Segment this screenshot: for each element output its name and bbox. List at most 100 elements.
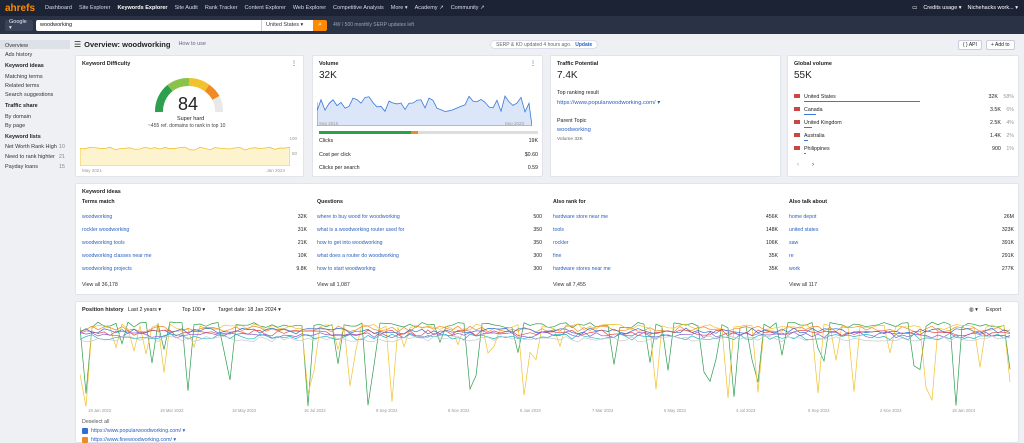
sidebar-item-by-domain[interactable]: By domain: [5, 113, 31, 120]
country-row[interactable]: Canada 3.5K 6%: [794, 107, 1014, 113]
keyword-input[interactable]: woodworking: [36, 19, 261, 31]
nav-item[interactable]: Site Explorer: [78, 5, 111, 11]
ahrefs-logo[interactable]: ahrefs: [5, 2, 36, 14]
prev-icon[interactable]: ‹: [797, 162, 799, 168]
nav-item[interactable]: Academy ↗: [414, 5, 444, 11]
search-engine-select[interactable]: Google ▾: [5, 19, 33, 31]
search-bar: Google ▾ woodworking United States ▾ ⌕ 4…: [0, 16, 1024, 34]
nav-item[interactable]: Dashboard: [45, 5, 72, 11]
top-nav: ahrefs Dashboard Site Explorer Keywords Ex…: [0, 0, 1024, 16]
country-row[interactable]: United States 32K 58%: [794, 94, 1014, 100]
tp-value: 7.4K: [557, 70, 578, 81]
keyword-row[interactable]: woodworking projects 9.8K: [82, 266, 307, 272]
global-volume-card: Global volume 55K United States 32K 58% Ca…: [787, 55, 1019, 177]
country-select[interactable]: United States ▾: [261, 19, 313, 31]
kd-gauge: [155, 78, 223, 113]
view-all-link[interactable]: View all 36,178: [82, 282, 118, 288]
keyword-row[interactable]: home depot 26M: [789, 214, 1014, 220]
keyword-row[interactable]: what is a woodworking router used for 350: [317, 227, 542, 233]
ranking-series-line: [80, 335, 1011, 343]
account-menu[interactable]: Nichehacks work... ▾: [967, 5, 1018, 11]
country-bar: [804, 153, 806, 154]
sidebar-item-matching-terms[interactable]: Matching terms: [5, 73, 43, 80]
volume-date-label: Sep 2023: [504, 121, 524, 126]
export-button[interactable]: Export: [986, 307, 1002, 313]
legend-item[interactable]: https://www.finewoodworking.com/ ▾: [82, 437, 176, 443]
ideas-column-header: Also talk about: [789, 199, 827, 205]
keyword-row[interactable]: woodworking classes near me 10K: [82, 253, 307, 259]
sidebar-item-search-suggestions[interactable]: Search suggestions: [5, 91, 54, 98]
keyword-row[interactable]: re 291K: [789, 253, 1014, 259]
sidebar-item-related-terms[interactable]: Related terms: [5, 82, 40, 89]
api-button[interactable]: { } API: [958, 40, 982, 50]
keyword-row[interactable]: what does a router do woodworking 300: [317, 253, 542, 259]
vol-row-clicks: Clicks 19K: [319, 138, 538, 144]
keyword-row[interactable]: woodworking 32K: [82, 214, 307, 220]
keyword-row[interactable]: how to get into woodworking 350: [317, 240, 542, 246]
sidebar-list-item[interactable]: Payday loans 15: [5, 164, 65, 170]
how-to-use-link[interactable]: How to use: [178, 41, 206, 47]
date-tick: 19 Jan 2022: [88, 408, 112, 413]
parent-topic-volume: Volume 32K: [557, 137, 583, 142]
keyword-row[interactable]: tools 148K: [553, 227, 778, 233]
menu-icon[interactable]: ☰: [74, 39, 82, 49]
monitor-icon[interactable]: ▭: [912, 5, 918, 11]
keyword-row[interactable]: woodworking tools 21K: [82, 240, 307, 246]
keyword-row[interactable]: saw 391K: [789, 240, 1014, 246]
kd-label: Super hard: [177, 116, 205, 122]
keyword-row[interactable]: hardware stores near me 35K: [553, 266, 778, 272]
deselect-all-link[interactable]: Deselect all: [82, 419, 110, 425]
nav-item[interactable]: Keywords Explorer: [117, 5, 168, 11]
view-all-link[interactable]: View all 117: [789, 282, 818, 288]
nav-item[interactable]: Content Explorer: [244, 5, 286, 11]
traffic-potential-card: Traffic Potential 7.4K Top ranking resul…: [550, 55, 781, 177]
top-select[interactable]: Top 100 ▾: [182, 307, 205, 313]
date-tick: 2 Nov 2023: [880, 408, 902, 413]
nav-item[interactable]: More ▾: [390, 5, 408, 11]
page-title: Overview: woodworking: [84, 39, 171, 49]
keyword-row[interactable]: fine 35K: [553, 253, 778, 259]
checkbox-icon[interactable]: [82, 428, 88, 434]
target-date-select[interactable]: Target date: 18 Jan 2024 ▾: [218, 307, 281, 313]
nav-item[interactable]: Competitive Analysis: [333, 5, 384, 11]
keyword-row[interactable]: united states 323K: [789, 227, 1014, 233]
sidebar-item-by-page[interactable]: By page: [5, 122, 26, 129]
date-tick: 19 Mar 2022: [160, 408, 184, 413]
top-result-link[interactable]: https://www.popularwoodworking.com/ ▾: [557, 100, 661, 106]
keyword-row[interactable]: rockler 106K: [553, 240, 778, 246]
more-icon[interactable]: ⋮: [530, 61, 536, 67]
nav-item[interactable]: Rank Tracker: [204, 5, 238, 11]
sidebar-list-item[interactable]: Need to rank highter 21: [5, 154, 65, 160]
country-row[interactable]: Philippines 900 1%: [794, 146, 1014, 152]
keyword-row[interactable]: hardware store near me 456K: [553, 214, 778, 220]
keyword-row[interactable]: work 277K: [789, 266, 1014, 272]
country-row[interactable]: United Kingdom 2.5K 4%: [794, 120, 1014, 126]
checkbox-icon[interactable]: [82, 437, 88, 443]
next-icon[interactable]: ›: [812, 162, 814, 168]
keyword-row[interactable]: where to buy wood for woodworking 500: [317, 214, 542, 220]
more-icon[interactable]: ⋮: [291, 61, 297, 67]
sidebar-item-ads-history[interactable]: Ads history: [5, 51, 33, 58]
add-to-button[interactable]: + Add to: [986, 40, 1015, 50]
parent-topic-link[interactable]: woodworking: [557, 127, 591, 133]
search-button[interactable]: ⌕: [313, 19, 327, 31]
flag-icon: [794, 107, 800, 111]
nav-item[interactable]: Web Explorer: [292, 5, 327, 11]
date-tick: 9 Sep 2022: [376, 408, 398, 413]
comment-icon[interactable]: ◍ ▾: [969, 307, 978, 313]
sidebar-item-overview[interactable]: Overview: [0, 40, 70, 49]
gv-value: 55K: [794, 70, 812, 81]
keyword-row[interactable]: how to start woodworking 300: [317, 266, 542, 272]
view-all-link[interactable]: View all 7,455: [553, 282, 586, 288]
credits-usage-menu[interactable]: Credits usage ▾: [923, 5, 962, 11]
nav-item[interactable]: Site Audit: [174, 5, 198, 11]
update-button[interactable]: Update: [575, 41, 593, 48]
legend-item[interactable]: https://www.popularwoodworking.com/ ▾: [82, 428, 185, 434]
sidebar-list-item[interactable]: Net Worth Rank High 10: [5, 144, 65, 150]
keyword-row[interactable]: rockler woodworking 31K: [82, 227, 307, 233]
ideas-column-header: Terms match: [82, 199, 115, 205]
view-all-link[interactable]: View all 1,087: [317, 282, 350, 288]
country-row[interactable]: Australia 1.4K 2%: [794, 133, 1014, 139]
nav-item[interactable]: Community ↗: [450, 5, 485, 11]
period-select[interactable]: Last 2 years ▾: [128, 307, 161, 313]
